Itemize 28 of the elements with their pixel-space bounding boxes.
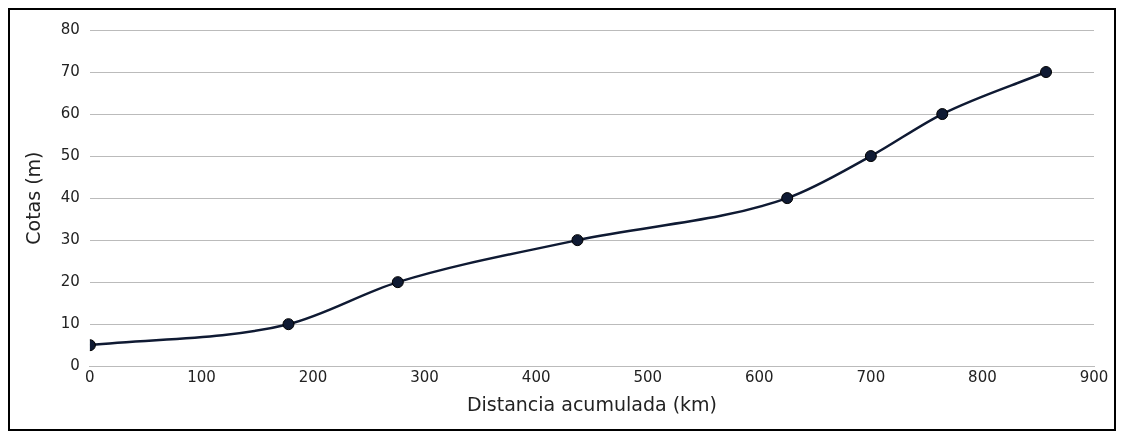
y-tick-label: 10 [60,314,80,333]
y-tick-label: 30 [60,230,80,249]
x-tick-label: 0 [85,368,95,387]
point [936,108,949,121]
y-tick-label: 60 [60,103,80,122]
y-tick-label: 0 [70,356,80,375]
x-tick-label: 800 [968,368,997,387]
x-tick-label: 600 [744,368,774,387]
y-tick-label: 20 [60,272,80,291]
point [282,318,295,331]
x-tick-label: 200 [298,368,328,387]
point [571,234,584,247]
y-axis-title: Cotas (m) [22,151,45,245]
y-tick-label: 70 [60,61,80,80]
x-tick-label: 400 [521,368,551,387]
point [1040,66,1053,79]
y-tick-label: 50 [60,145,80,164]
point [391,276,404,289]
x-tick-label: 900 [1079,368,1109,387]
point [781,192,794,205]
x-axis-title: Distancia acumulada (km) [466,392,717,415]
x-tick-label: 300 [410,368,439,387]
x-tick-label: 500 [633,368,663,387]
point [864,150,877,163]
y-tick-label: 40 [60,187,80,206]
x-tick-label: 700 [856,368,886,387]
x-tick-label: 100 [187,368,216,387]
y-tick-label: 80 [60,19,80,38]
